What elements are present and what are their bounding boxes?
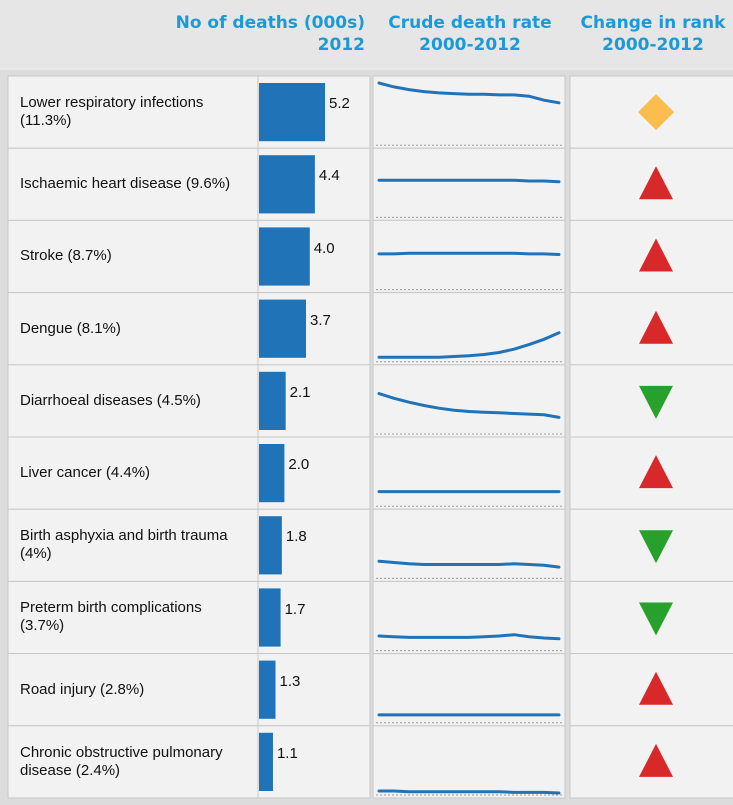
value-label: 3.7 [309, 311, 331, 329]
value-label: 1.8 [285, 528, 307, 546]
bar [259, 588, 281, 647]
cause-cell [7, 364, 259, 438]
header-line: Crude death rate [388, 13, 552, 33]
crude-header: Crude death rate 2000-2012 [375, 12, 565, 56]
value-label: 5.2 [329, 95, 350, 113]
rank-up [639, 671, 673, 705]
trend-cell [372, 292, 566, 366]
value-label: 4.0 [313, 239, 335, 257]
trend-cell [372, 436, 566, 510]
trend-line [377, 789, 561, 795]
rank-up [639, 166, 673, 200]
cause-cell [7, 436, 259, 510]
header-line: Change in rank [580, 13, 726, 33]
cause-label: Chronic obstructive pulmonary disease (2… [20, 743, 223, 779]
cause-label: Dengue (8.1%) [20, 319, 121, 337]
bar [259, 155, 315, 214]
cause-label: Birth asphyxia and birth trauma (4%) [20, 527, 228, 563]
cause-label: Ischaemic heart disease (9.6%) [20, 175, 231, 193]
cause-cell [7, 75, 259, 149]
header-bar [0, 0, 733, 70]
trend-line [377, 331, 561, 359]
bar [259, 660, 276, 719]
header-line: No of deaths (000s) [175, 13, 365, 33]
trend-line [377, 251, 561, 256]
cause-label: Diarrhoeal diseases (4.5%) [20, 391, 201, 409]
value-label: 1.3 [279, 672, 301, 690]
rank-down [639, 385, 673, 419]
trend-line [377, 81, 561, 105]
value-label: 2.0 [288, 456, 310, 474]
rank-diamond [638, 94, 674, 131]
value-label: 1.1 [276, 744, 298, 762]
bar-cell [257, 725, 371, 799]
value-label: 1.7 [284, 600, 306, 618]
cause-label: Liver cancer (4.4%) [20, 464, 151, 482]
trend-cell [372, 219, 566, 294]
trend-cell [372, 725, 566, 799]
rank-down [639, 602, 673, 636]
bar [259, 371, 286, 430]
bar [259, 299, 306, 358]
header-line: 2012 [317, 35, 365, 55]
cause-label: Stroke (8.7%) [20, 247, 112, 265]
cause-cell [7, 725, 259, 799]
rank-up [639, 455, 673, 489]
trend-line [377, 559, 561, 569]
cause-cell [7, 508, 259, 582]
value-label: 4.4 [318, 167, 340, 185]
trend-cell [372, 147, 566, 221]
rank-up [639, 310, 673, 344]
cause-label: Preterm birth complications (3.7%) [20, 599, 202, 635]
cause-cell [7, 292, 259, 366]
value-label: 2.1 [289, 383, 311, 401]
bar [259, 444, 285, 503]
bar [259, 516, 282, 575]
cause-label: Road injury (2.8%) [20, 680, 145, 698]
trend-cell [372, 508, 566, 582]
bar [259, 83, 326, 142]
rank-up [639, 238, 673, 272]
trend-line [377, 392, 561, 419]
rank-down [639, 530, 673, 564]
trend-line [377, 178, 561, 184]
rank-header: Change in rank 2000-2012 [568, 12, 733, 56]
cause-label: Lower respiratory infections (11.3%) [20, 94, 204, 130]
header-line: 2000-2012 [602, 35, 704, 55]
cause-cell [7, 653, 259, 727]
header-line: 2000-2012 [419, 35, 521, 55]
bar [259, 732, 273, 791]
deaths-header: No of deaths (000s) 2012 [150, 12, 365, 56]
cause-cell [7, 219, 259, 294]
bar [259, 227, 310, 286]
trend-line [377, 633, 561, 641]
trend-cell [372, 580, 566, 655]
rank-up [639, 743, 673, 777]
